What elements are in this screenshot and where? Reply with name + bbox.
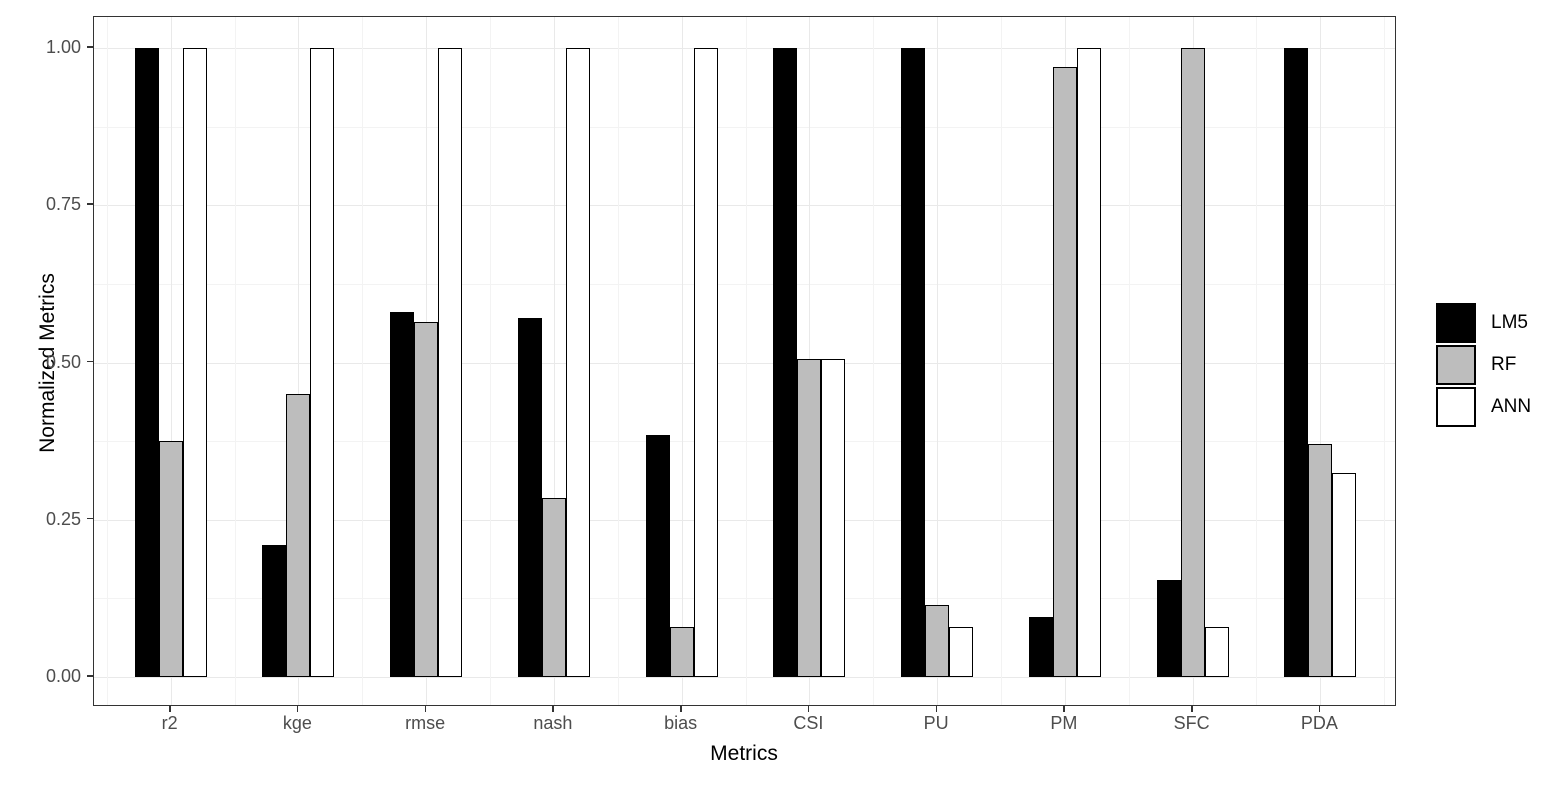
y-tick-label: 0.50	[45, 351, 81, 372]
bar-bias-ann	[693, 48, 718, 677]
v-gridline-minor	[234, 17, 236, 705]
bar-bias-rf	[669, 626, 694, 677]
h-gridline-minor	[94, 441, 1395, 443]
bar-r2-lm5	[134, 48, 159, 677]
bar-PM-rf	[1052, 66, 1077, 677]
x-axis-tick	[1318, 706, 1321, 712]
v-gridline-minor	[1000, 17, 1002, 705]
v-gridline-major	[1320, 17, 1322, 705]
x-axis-tick	[296, 706, 299, 712]
y-axis-tick	[87, 203, 93, 205]
h-gridline-major	[94, 519, 1395, 521]
v-gridline-minor	[1256, 17, 1258, 705]
legend-label-ann: ANN	[1491, 396, 1532, 417]
v-gridline-minor	[745, 17, 747, 705]
y-tick-label: 1.00	[45, 37, 81, 57]
y-tick-label: 0.75	[45, 194, 81, 215]
bar-kge-rf	[286, 393, 311, 677]
v-gridline-major	[681, 17, 683, 705]
y-tick-label: 0.25	[45, 508, 81, 529]
bar-CSI-ann	[821, 359, 846, 677]
x-axis-title: Metrics	[710, 742, 778, 765]
y-axis-tick	[87, 46, 93, 48]
bar-PDA-lm5	[1284, 48, 1309, 677]
bar-CSI-rf	[797, 359, 822, 677]
legend-label-rf: RF	[1491, 354, 1517, 375]
bar-nash-rf	[541, 497, 566, 677]
bar-PM-ann	[1076, 48, 1101, 677]
bar-bias-lm5	[645, 434, 670, 677]
x-axis-tick	[552, 706, 554, 712]
h-gridline-minor	[94, 126, 1395, 128]
bar-PU-lm5	[901, 48, 926, 677]
y-tick-label: 0.00	[45, 666, 81, 686]
bar-nash-lm5	[517, 318, 542, 677]
legend-key-ann	[1436, 387, 1476, 427]
v-gridline-major	[298, 17, 300, 705]
v-gridline-minor	[1384, 17, 1386, 705]
bar-PU-rf	[925, 604, 950, 677]
bar-nash-ann	[565, 48, 590, 677]
h-gridline-major	[94, 48, 1395, 49]
legend-entry-ann: ANN	[1436, 387, 1531, 427]
x-axis-tick	[1063, 706, 1065, 712]
x-tick-label-nash: nash	[533, 713, 573, 733]
chart-panel	[93, 16, 1396, 706]
bar-rmse-rf	[414, 321, 439, 677]
x-tick-label-bias: bias	[664, 713, 698, 733]
bar-PDA-ann	[1332, 472, 1357, 677]
bar-SFC-lm5	[1156, 579, 1181, 677]
x-axis-tick	[169, 706, 171, 712]
bar-SFC-ann	[1204, 626, 1229, 677]
y-axis-tick	[87, 675, 93, 677]
bar-rmse-ann	[438, 48, 463, 677]
x-tick-label-PDA: PDA	[1300, 713, 1338, 733]
v-gridline-major	[170, 17, 172, 705]
x-axis-tick	[424, 706, 427, 712]
legend-entry-rf: RF	[1436, 345, 1531, 385]
x-tick-label-PU: PU	[923, 713, 949, 733]
legend-label-lm5: LM5	[1491, 312, 1528, 333]
bar-PM-lm5	[1028, 617, 1053, 677]
x-tick-label-kge: kge	[282, 713, 312, 733]
v-gridline-minor	[617, 17, 619, 705]
v-gridline-minor	[362, 17, 364, 705]
x-tick-label-r2: r2	[161, 713, 178, 733]
bar-r2-ann	[182, 48, 207, 677]
x-axis-tick	[935, 706, 938, 712]
legend-key-rf	[1436, 345, 1476, 385]
bar-r2-rf	[158, 441, 183, 677]
bar-PDA-rf	[1308, 444, 1333, 677]
x-tick-label-PM: PM	[1050, 713, 1078, 733]
h-gridline-major	[94, 362, 1395, 364]
x-axis-tick	[807, 706, 810, 712]
bar-kge-lm5	[262, 544, 287, 677]
x-tick-label-SFC: SFC	[1173, 713, 1210, 733]
x-axis-tick	[1191, 706, 1193, 712]
legend-key-lm5	[1436, 303, 1476, 343]
h-gridline-major	[94, 205, 1395, 207]
v-gridline-minor	[106, 17, 108, 705]
x-tick-label-rmse: rmse	[405, 713, 446, 733]
v-gridline-major	[937, 17, 939, 705]
bar-CSI-lm5	[773, 48, 798, 677]
legend: LM5 RF ANN	[1436, 303, 1531, 427]
h-gridline-minor	[94, 283, 1395, 285]
y-axis-tick	[87, 517, 93, 520]
x-axis-tick	[680, 706, 682, 712]
v-gridline-major	[553, 17, 555, 705]
h-gridline-minor	[94, 598, 1395, 600]
bar-SFC-rf	[1180, 48, 1205, 677]
bar-kge-ann	[310, 48, 335, 677]
y-axis-tick	[87, 360, 93, 362]
h-gridline-major	[94, 677, 1395, 678]
v-gridline-minor	[490, 17, 491, 705]
v-gridline-minor	[873, 17, 875, 705]
x-tick-label-CSI: CSI	[793, 713, 824, 733]
v-gridline-minor	[1128, 17, 1130, 705]
bar-PU-ann	[949, 626, 974, 677]
legend-entry-lm5: LM5	[1436, 303, 1531, 343]
bar-rmse-lm5	[390, 312, 415, 677]
